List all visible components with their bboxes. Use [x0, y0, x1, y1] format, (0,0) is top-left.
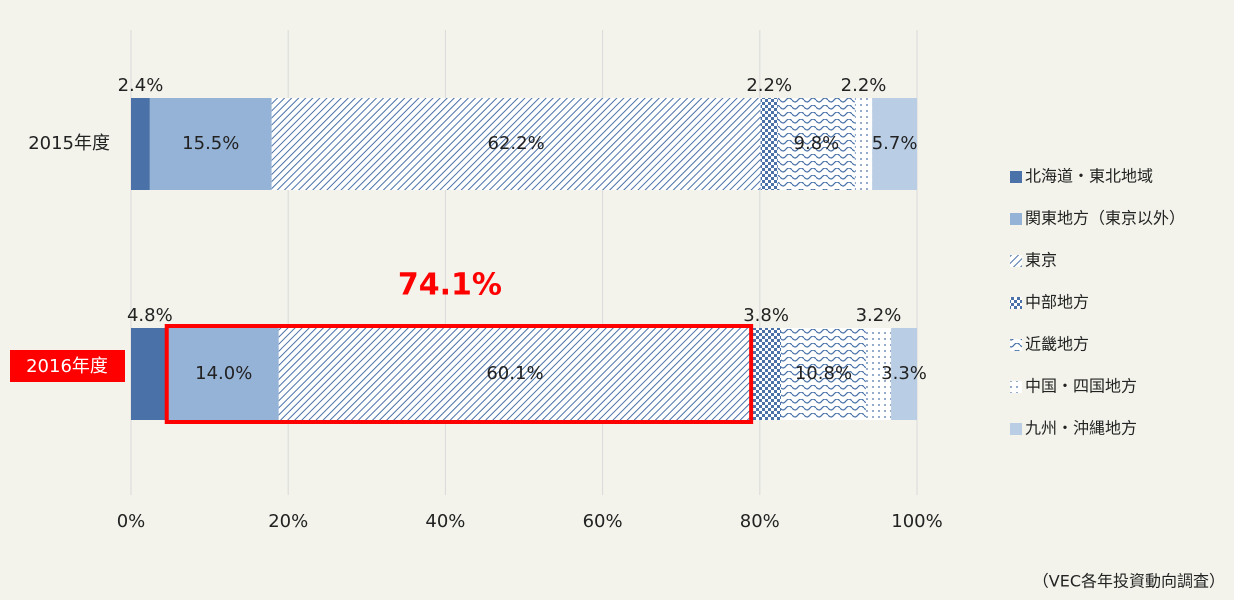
- category-label: 2015年度: [28, 133, 110, 154]
- x-tick-label: 80%: [740, 511, 780, 532]
- legend-swatch: [1010, 297, 1022, 309]
- legend-swatch: [1010, 381, 1022, 393]
- source-note: （VEC各年投資動向調査）: [1033, 572, 1225, 591]
- legend-label: 関東地方（東京以外）: [1025, 209, 1185, 228]
- data-label: 4.8%: [127, 305, 173, 326]
- x-tick-label: 20%: [268, 511, 308, 532]
- x-tick-label: 60%: [583, 511, 623, 532]
- bar-segment: [865, 328, 892, 420]
- legend-swatch: [1010, 213, 1022, 225]
- data-label: 62.2%: [488, 133, 545, 154]
- bar-segment: [760, 98, 778, 190]
- bar-segment: [891, 328, 917, 420]
- data-label: 60.1%: [486, 363, 543, 384]
- bar-segment: [751, 328, 782, 420]
- data-label: 2.2%: [841, 75, 887, 96]
- bar-segment: [131, 328, 169, 420]
- legend-label: 東京: [1025, 251, 1057, 270]
- data-label: 15.5%: [182, 133, 239, 154]
- data-label: 14.0%: [195, 363, 252, 384]
- bar-segment: [271, 98, 761, 190]
- x-tick-label: 0%: [117, 511, 146, 532]
- x-tick-label: 40%: [425, 511, 465, 532]
- data-label: 10.8%: [795, 363, 852, 384]
- data-label: 3.8%: [743, 305, 789, 326]
- bar-segment: [168, 328, 279, 420]
- data-label: 3.2%: [856, 305, 902, 326]
- legend-label: 北海道・東北地域: [1025, 167, 1153, 186]
- category-label: 2016年度: [26, 356, 108, 377]
- data-label: 2.2%: [746, 75, 792, 96]
- legend-swatch: [1010, 423, 1022, 435]
- data-label: 2.4%: [118, 75, 164, 96]
- legend-label: 中国・四国地方: [1025, 377, 1137, 396]
- bar-segment: [131, 98, 150, 190]
- legend-swatch: [1010, 171, 1022, 183]
- legend-label: 中部地方: [1025, 293, 1089, 312]
- legend-swatch: [1010, 255, 1022, 267]
- legend-label: 近畿地方: [1025, 335, 1089, 354]
- legend-swatch: [1010, 339, 1022, 351]
- data-label: 3.3%: [881, 363, 927, 384]
- bar-segment: [872, 98, 917, 190]
- highlight-annotation: 74.1%: [398, 268, 502, 303]
- highlight-box: [164, 324, 754, 424]
- bar-segment: [854, 98, 873, 190]
- bar-segment: [278, 328, 752, 420]
- data-label: 5.7%: [872, 133, 918, 154]
- category-highlight: [10, 350, 125, 382]
- data-label: 9.8%: [794, 133, 840, 154]
- bar-segment: [781, 328, 866, 420]
- x-tick-label: 100%: [891, 511, 942, 532]
- bar-segment: [777, 98, 855, 190]
- legend-label: 九州・沖縄地方: [1025, 419, 1137, 438]
- bar-segment: [149, 98, 272, 190]
